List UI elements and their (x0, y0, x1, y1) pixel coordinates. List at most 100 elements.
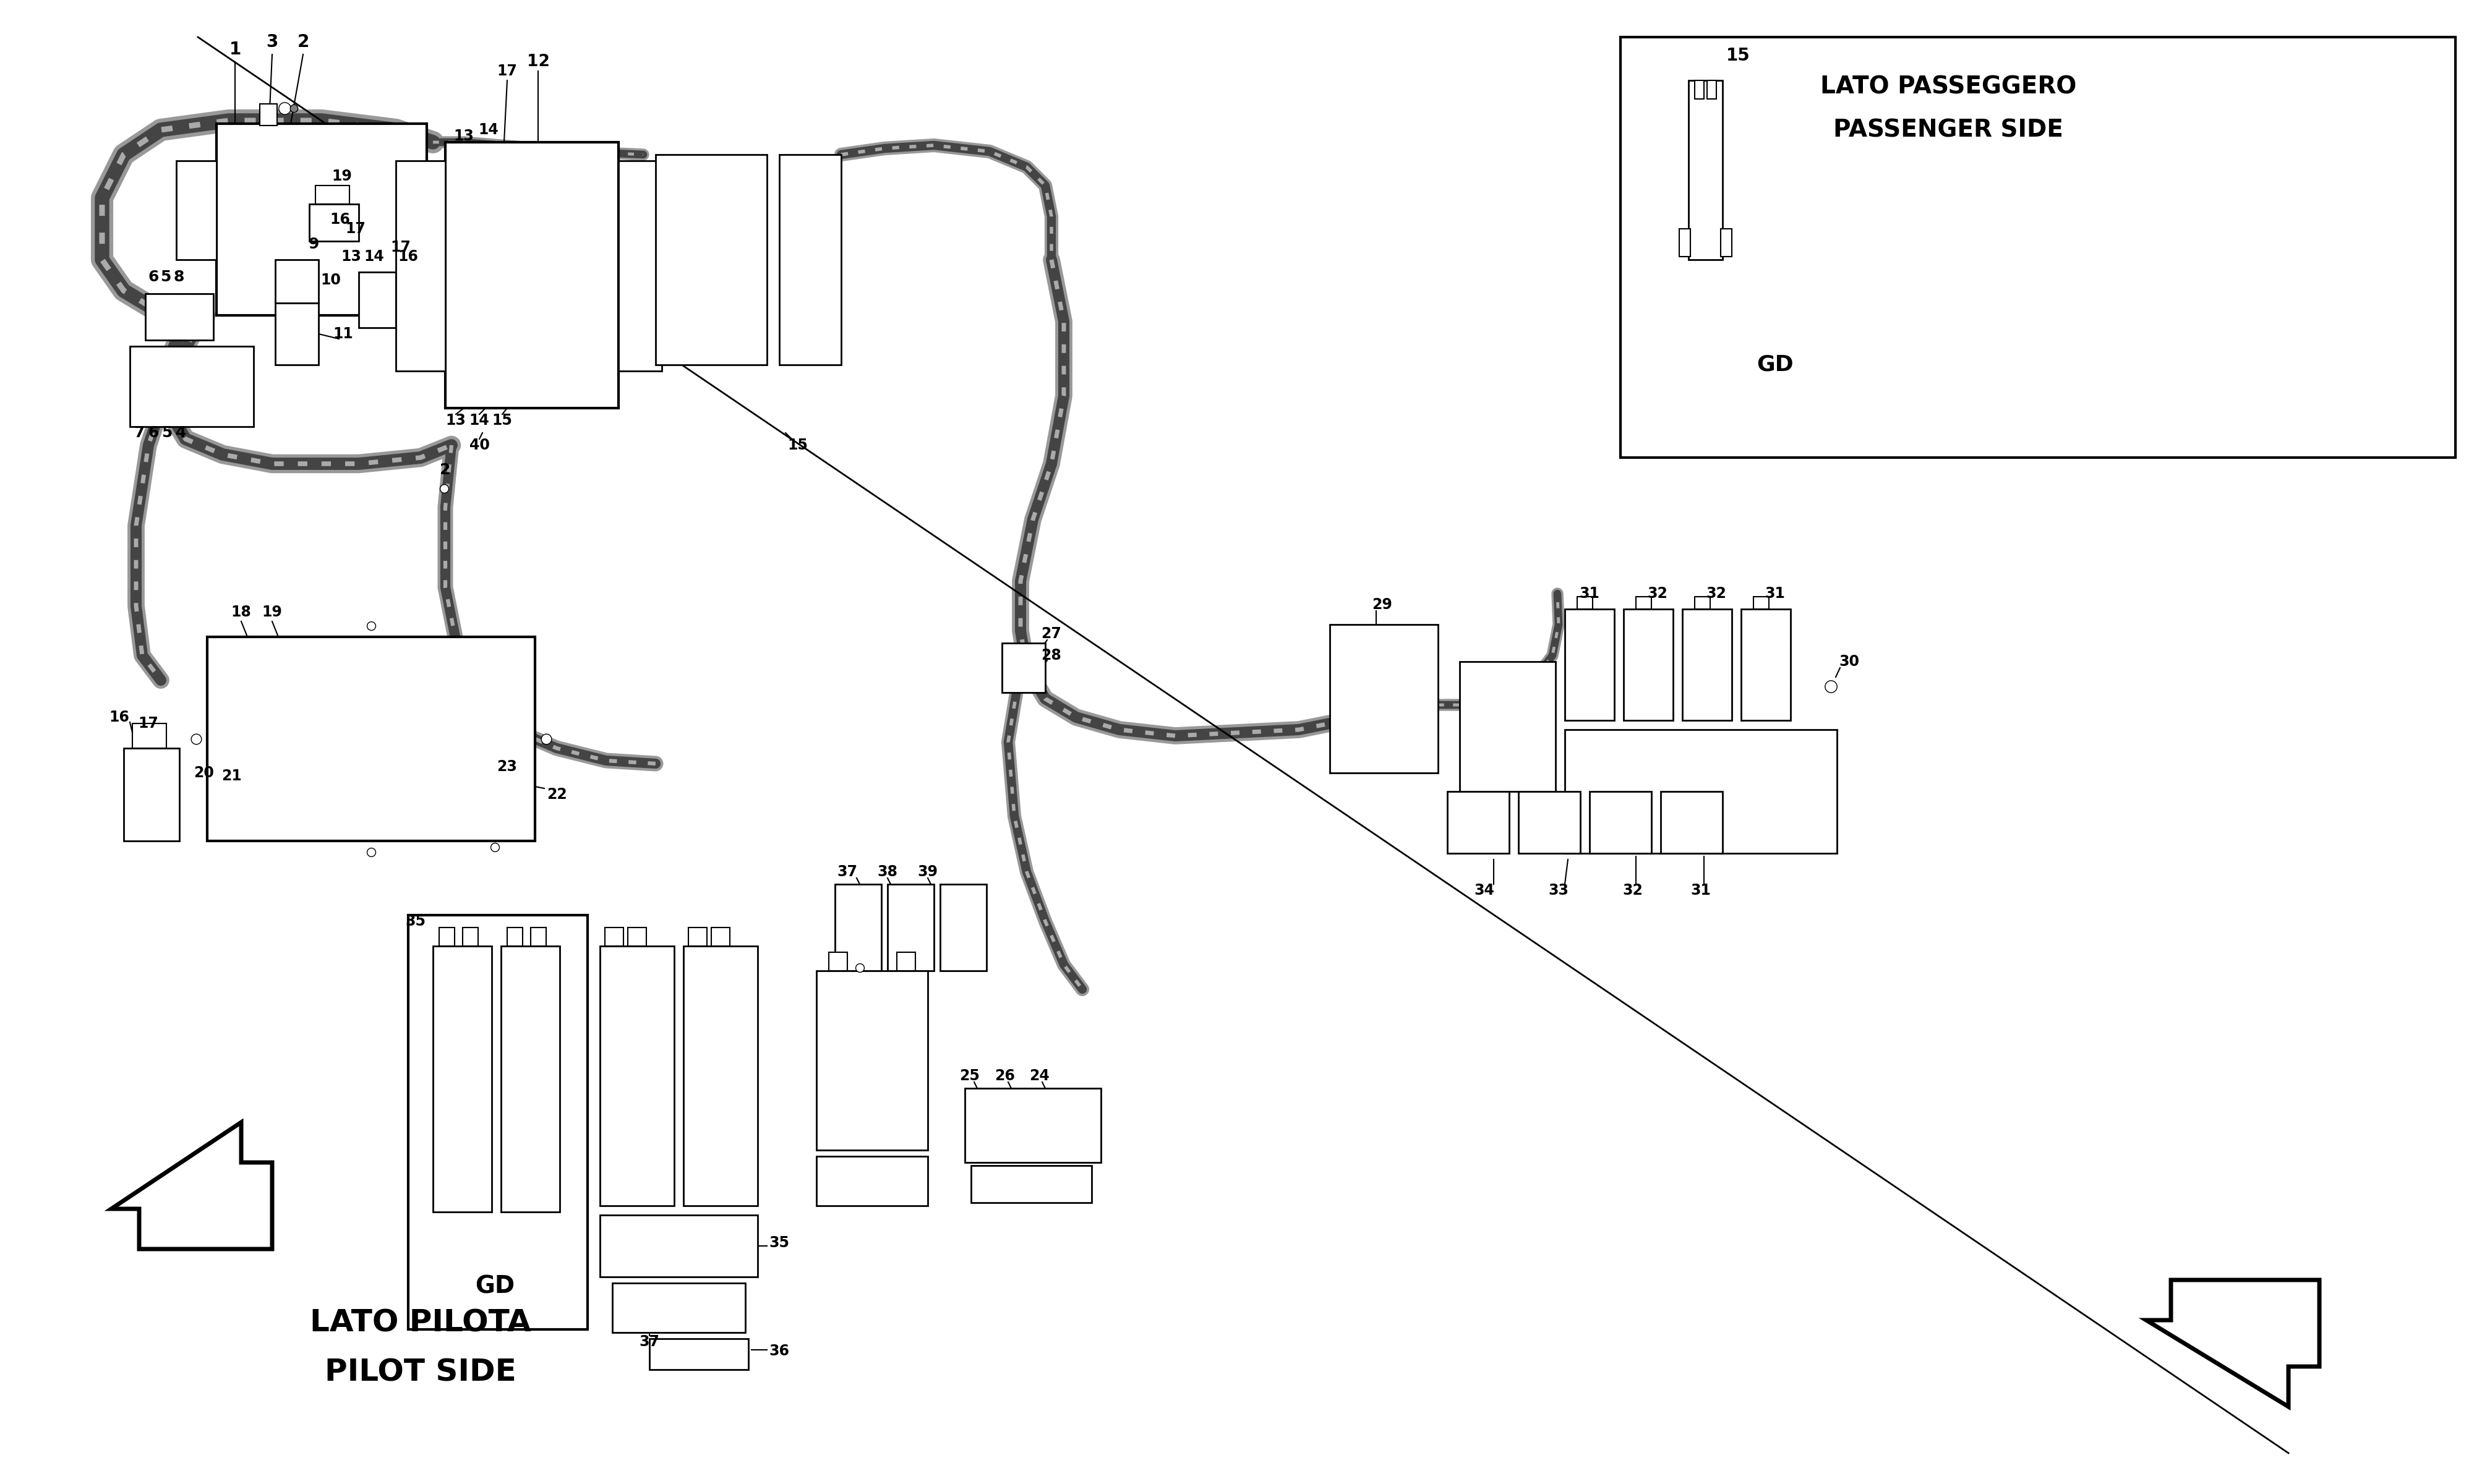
Text: 34: 34 (1475, 883, 1494, 898)
Text: 23: 23 (497, 760, 517, 775)
Bar (146, 294, 213, 340)
Bar (317, 186, 349, 203)
Text: LATO PILOTA: LATO PILOTA (309, 1309, 532, 1339)
Bar (896, 953, 915, 971)
Bar (359, 272, 396, 328)
Text: 17: 17 (139, 715, 158, 730)
Text: 19: 19 (332, 169, 351, 184)
Bar (275, 303, 319, 365)
Text: 16: 16 (109, 709, 129, 724)
Text: 10: 10 (322, 273, 341, 288)
Text: 17: 17 (391, 240, 411, 255)
Text: 16: 16 (398, 249, 418, 264)
Text: 15: 15 (787, 438, 809, 453)
Text: 32: 32 (1648, 586, 1667, 601)
Text: LATO PASSEGGERO: LATO PASSEGGERO (1821, 74, 2076, 98)
Bar (463, 927, 477, 947)
Text: 36: 36 (769, 1343, 789, 1358)
Text: 32: 32 (1707, 586, 1727, 601)
Text: 31: 31 (1690, 883, 1712, 898)
Bar (970, 1165, 1091, 1202)
Bar (1635, 597, 1653, 608)
Text: 13: 13 (453, 129, 475, 144)
Polygon shape (2147, 1279, 2321, 1407)
Bar (1695, 80, 1705, 99)
Text: 31: 31 (1578, 586, 1601, 601)
Text: 35: 35 (769, 1235, 789, 1250)
Bar (779, 154, 841, 365)
Text: 13: 13 (445, 413, 465, 427)
Bar (1742, 608, 1791, 720)
Polygon shape (111, 1122, 272, 1250)
Text: 19: 19 (262, 605, 282, 620)
Text: 8: 8 (173, 270, 183, 285)
Bar (218, 123, 428, 315)
Bar (309, 203, 359, 240)
Text: 6: 6 (148, 426, 158, 441)
Bar (1623, 608, 1672, 720)
Bar (1754, 597, 1769, 608)
Text: 39: 39 (918, 864, 938, 879)
Text: GD: GD (1757, 355, 1794, 375)
Text: 2: 2 (297, 33, 309, 50)
Bar (500, 947, 559, 1212)
Bar (129, 346, 255, 427)
Text: 3: 3 (267, 33, 277, 50)
Text: 5: 5 (161, 426, 173, 441)
Bar (1620, 37, 2454, 457)
Bar (445, 142, 618, 408)
Text: 15: 15 (492, 413, 512, 427)
Text: 26: 26 (995, 1068, 1014, 1083)
Bar (1687, 80, 1722, 260)
Text: 35: 35 (406, 914, 426, 929)
Bar (176, 160, 218, 260)
Bar (529, 927, 547, 947)
Bar (836, 884, 881, 971)
Text: 9: 9 (309, 237, 319, 252)
Bar (713, 927, 730, 947)
Text: 40: 40 (470, 438, 490, 453)
Text: 14: 14 (470, 413, 490, 427)
Bar (1566, 608, 1613, 720)
Bar (829, 953, 846, 971)
Text: 6: 6 (148, 270, 158, 285)
Bar (1519, 791, 1581, 853)
Text: 14: 14 (477, 122, 500, 137)
Bar (618, 160, 663, 371)
Bar (1588, 791, 1653, 853)
Text: 14: 14 (364, 249, 383, 264)
Text: 31: 31 (1764, 586, 1786, 601)
Bar (599, 1215, 757, 1276)
Bar (1695, 597, 1710, 608)
Bar (260, 104, 277, 126)
Text: 37: 37 (638, 1334, 661, 1349)
Text: 12: 12 (527, 53, 549, 70)
Text: 20: 20 (193, 766, 215, 781)
Text: 29: 29 (1373, 597, 1393, 611)
Bar (1680, 229, 1690, 257)
Text: 18: 18 (230, 605, 252, 620)
Bar (614, 1284, 745, 1333)
Bar (124, 748, 178, 841)
Bar (507, 927, 522, 947)
Text: 28: 28 (1042, 649, 1061, 663)
Bar (1660, 791, 1722, 853)
Text: 13: 13 (341, 249, 361, 264)
Bar (134, 723, 166, 748)
Bar (965, 1088, 1101, 1162)
Text: 17: 17 (346, 221, 366, 236)
Bar (648, 1339, 747, 1370)
Text: 32: 32 (1623, 883, 1643, 898)
Bar (940, 884, 987, 971)
Text: 25: 25 (960, 1068, 980, 1083)
Text: 30: 30 (1838, 654, 1860, 669)
Bar (688, 927, 708, 947)
Text: 38: 38 (878, 864, 898, 879)
Bar (396, 160, 445, 371)
Text: 11: 11 (334, 326, 354, 341)
Text: PASSENGER SIDE: PASSENGER SIDE (1833, 119, 2063, 141)
Text: 37: 37 (836, 864, 858, 879)
Text: 4: 4 (176, 426, 186, 441)
Bar (408, 916, 589, 1330)
Bar (1707, 80, 1717, 99)
